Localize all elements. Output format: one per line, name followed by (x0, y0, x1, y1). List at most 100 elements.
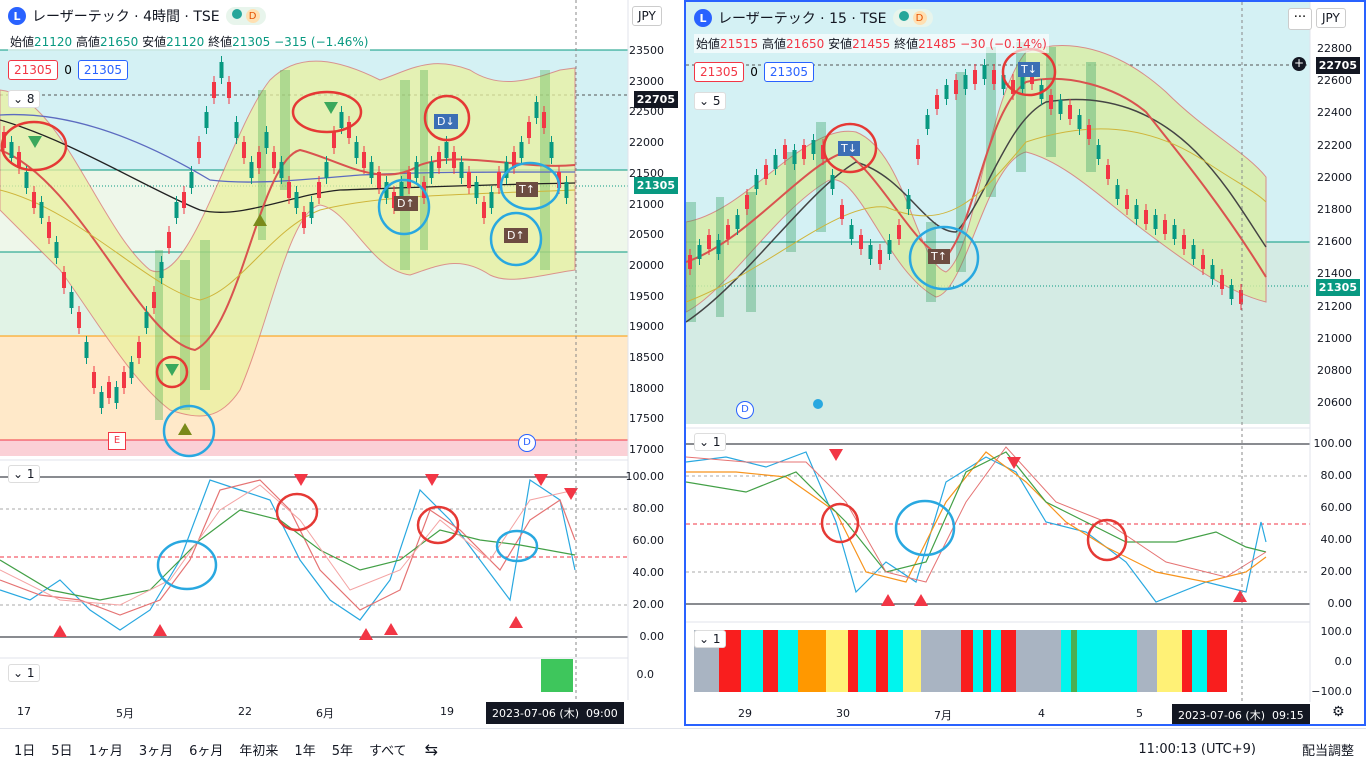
candle-body (1153, 215, 1158, 229)
candle-body (707, 235, 711, 249)
candle-body (339, 112, 344, 128)
osc-axis-label: 0.00 (639, 630, 665, 643)
timeframe-button[interactable]: 5年 (331, 743, 353, 759)
bottom-collapse-button[interactable]: ⌄ 1 (694, 630, 726, 648)
price-axis-label: 23500 (629, 44, 664, 57)
dividend-marker[interactable]: D (736, 401, 754, 419)
settings-gear-icon[interactable]: ⚙ (1332, 704, 1345, 720)
trend-strip-bar (888, 630, 903, 692)
bottom-collapse-button[interactable]: ⌄ 1 (8, 664, 40, 682)
chart-pane-right[interactable]: L レーザーテック · 15 · TSE D 始値21515 高値21650 安… (684, 0, 1366, 726)
buy-price-box[interactable]: 21305 (77, 60, 129, 80)
timeframe-button[interactable]: 1日 (14, 743, 36, 759)
candle-body (9, 142, 14, 158)
timeframe-button[interactable]: 1年 (294, 743, 316, 759)
time-axis-label: 19 (440, 705, 454, 718)
timeframe-button[interactable]: すべて (368, 743, 407, 759)
candle-body (54, 242, 59, 258)
indicator-collapse-button[interactable]: ⌄ 8 (8, 90, 40, 108)
candle-body (564, 182, 569, 198)
buy-price-box[interactable]: 21305 (763, 62, 815, 82)
candle-body (272, 152, 276, 168)
status-pill[interactable]: D (225, 7, 266, 25)
crosshair-date-tag: 2023-07-06 (木) 09:15 (1172, 704, 1310, 724)
high-value: 21650 (100, 35, 139, 49)
earnings-marker[interactable]: E (108, 432, 126, 450)
osc-axis-label: 40.00 (632, 566, 665, 579)
trend-strip-bar (876, 630, 888, 692)
price-axis-label: 20800 (1317, 364, 1352, 377)
price-axis-label: 22400 (1317, 106, 1352, 120)
status-pill[interactable]: D (892, 9, 933, 27)
candle-body (944, 85, 949, 99)
candle-body (802, 145, 806, 159)
candle-body (519, 142, 524, 158)
candle-body (227, 82, 231, 98)
bottom-axis-label: −100.0 (1311, 685, 1352, 698)
trend-strip-bar (1137, 630, 1157, 692)
candle-body (219, 62, 224, 78)
quantity-value: 0 (750, 65, 758, 79)
candle-body (1058, 100, 1063, 114)
more-options-button[interactable]: ··· (1288, 8, 1312, 30)
timeframe-button[interactable]: 年初来 (239, 743, 279, 759)
price-axis-label: 21600 (1317, 235, 1352, 249)
clock-display[interactable]: 11:00:13 (UTC+9) (1138, 741, 1256, 757)
timeframe-button[interactable]: 1ヶ月 (88, 743, 123, 759)
candle-body (144, 312, 149, 328)
dividend-adjust-toggle[interactable]: 配当調整 (1301, 743, 1354, 759)
dividend-marker[interactable]: D (518, 434, 536, 452)
timeframe-button[interactable]: 5日 (51, 743, 73, 759)
currency-selector[interactable]: JPY (1316, 8, 1346, 28)
osc-collapse-button[interactable]: ⌄ 1 (694, 433, 726, 451)
time-axis-label: 22 (238, 705, 252, 718)
bottom-axis-label: 0.0 (1334, 655, 1353, 668)
timeframe-button[interactable]: 6ヶ月 (189, 743, 224, 759)
candle-body (982, 65, 987, 79)
event-dot-icon[interactable] (813, 399, 823, 409)
osc-axis-label: 20.00 (1320, 565, 1353, 578)
osc-axis-label: 60.00 (632, 534, 665, 547)
currency-selector[interactable]: JPY (632, 6, 662, 26)
right-chart-canvas[interactable] (686, 2, 1366, 726)
candle-body (512, 152, 516, 168)
open-label: 始値 (10, 35, 35, 49)
osc-collapse-button[interactable]: ⌄ 1 (8, 465, 40, 483)
time-axis-label: 5月 (116, 707, 134, 720)
candle-body (249, 162, 254, 178)
left-chart-title[interactable]: レーザーテック · 4時間 · TSE (32, 9, 220, 25)
candle-body (332, 132, 336, 148)
right-chart-title[interactable]: レーザーテック · 15 · TSE (718, 11, 887, 27)
sell-price-box[interactable]: 21305 (8, 60, 59, 80)
candle-body (1011, 80, 1015, 94)
candle-body (302, 212, 306, 228)
candle-body (925, 115, 930, 129)
bottom-toolbar: 1日 5日 1ヶ月 3ヶ月 6ヶ月 年初来 1年 5年 すべて ⇆ 11:00:13 (UTC+… (0, 728, 1366, 769)
candle-body (39, 202, 44, 218)
candle-body (47, 222, 51, 238)
candle-body (399, 182, 404, 198)
timeframe-button[interactable]: 3ヶ月 (138, 743, 174, 759)
sell-price-box[interactable]: 21305 (694, 62, 745, 82)
date-range-icon[interactable]: ⇆ (424, 739, 438, 759)
left-chart-canvas[interactable] (0, 0, 682, 726)
time-axis-label: 7月 (934, 709, 952, 722)
right-trade-boxes: 21305 0 21305 (694, 62, 815, 82)
candle-body (792, 150, 797, 164)
chart-pane-left[interactable]: L レーザーテック · 4時間 · TSE D 始値21120 高値21650 … (0, 0, 682, 726)
timeframe-list: 1日 5日 1ヶ月 3ヶ月 6ヶ月 年初来 1年 5年 すべて (6, 740, 415, 759)
candle-body (137, 342, 141, 358)
candle-body (840, 205, 844, 219)
candle-body (1049, 95, 1053, 109)
signal-label: T↑ (928, 249, 950, 264)
osc-axis-label: 80.00 (1320, 469, 1353, 482)
candle-body (24, 172, 29, 188)
change-value: −315 (−1.46%) (274, 35, 369, 49)
candle-body (1087, 125, 1091, 139)
candle-body (1191, 245, 1196, 259)
indicator-collapse-button[interactable]: ⌄ 5 (694, 92, 726, 110)
add-alert-icon[interactable]: + (1292, 56, 1306, 71)
candle-body (992, 70, 996, 84)
candle-body (1163, 220, 1167, 234)
price-axis-label: 21000 (629, 197, 664, 211)
